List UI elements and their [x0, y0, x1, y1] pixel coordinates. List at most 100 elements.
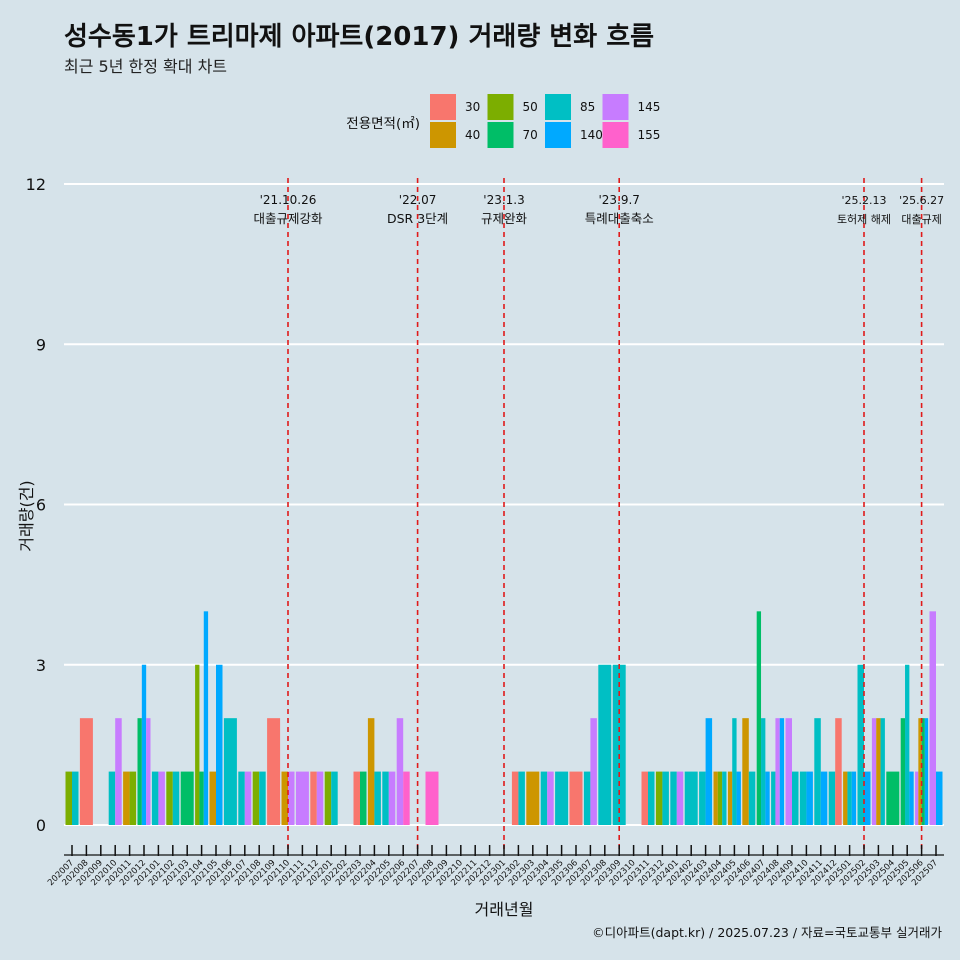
legend-swatch [602, 122, 629, 148]
legend: 전용면적(㎡) 30 40 50 70 85 140 145 155 [346, 94, 660, 148]
bar [223, 718, 237, 825]
legend-swatch [487, 122, 514, 148]
bar [129, 771, 137, 825]
bar [612, 664, 626, 825]
axes: 2020072020082020092020102020112020122021… [17, 480, 944, 919]
bar [281, 771, 288, 825]
bar [403, 771, 410, 825]
bar [72, 771, 79, 825]
y-tick-label: 12 [26, 175, 46, 194]
bar [756, 611, 762, 825]
bar [374, 771, 381, 825]
bar [847, 771, 852, 825]
bar [699, 771, 706, 825]
bar [641, 771, 648, 825]
legend-swatch [430, 94, 456, 120]
bar [590, 718, 597, 825]
event-label: 특례대출축소 [585, 211, 654, 226]
bar [876, 718, 881, 825]
event-label: 대출규제강화 [253, 211, 323, 226]
bar [900, 718, 906, 825]
bar [158, 771, 165, 825]
y-tick-label: 0 [36, 816, 46, 835]
bar [115, 718, 122, 825]
gridlines: 0 3 6 9 12 [26, 175, 944, 835]
event-date: '21.10.26 [260, 193, 317, 207]
bar [295, 771, 309, 825]
bar [209, 771, 216, 825]
bar [662, 771, 669, 825]
bar [921, 718, 925, 825]
chart-subtitle: 최근 5년 한정 확대 차트 [64, 57, 228, 76]
bar [806, 771, 813, 825]
bar [569, 771, 583, 825]
bars [65, 611, 943, 825]
event-label: 대출규제 [901, 213, 941, 226]
bar [828, 771, 836, 825]
legend-label: 155 [638, 128, 661, 142]
bar [172, 771, 180, 825]
bar [648, 771, 655, 825]
bar [151, 771, 159, 825]
bar [843, 771, 848, 825]
bar [555, 771, 569, 825]
bar [388, 771, 396, 825]
y-axis-title: 거래량(건) [17, 480, 36, 551]
bar [717, 771, 723, 825]
bar [146, 718, 151, 825]
bar [929, 611, 936, 825]
bar [864, 771, 871, 825]
bar [353, 771, 360, 825]
bar [676, 771, 684, 825]
legend-swatch [430, 122, 456, 148]
bar [108, 771, 116, 825]
bar [857, 664, 864, 825]
bar [771, 771, 776, 825]
chart-title: 성수동1가 트리마제 아파트(2017) 거래량 변화 흐름 [64, 22, 655, 52]
bar [360, 771, 367, 825]
bar [382, 771, 389, 825]
bar [259, 771, 266, 825]
bar [779, 718, 785, 825]
legend-label: 50 [523, 100, 538, 114]
bar [518, 771, 525, 825]
y-tick-label: 3 [36, 656, 46, 675]
bar [924, 718, 929, 825]
bar [742, 718, 749, 825]
legend-swatch [602, 94, 629, 120]
bar [655, 771, 663, 825]
bar [252, 771, 260, 825]
bar [526, 771, 540, 825]
legend-label: 30 [465, 100, 480, 114]
event-date: '23.9.7 [598, 193, 639, 207]
bar [288, 771, 295, 825]
legend-swatch [545, 94, 571, 120]
source-caption: ©디아파트(dapt.kr) / 2025.07.23 / 자료=국토교통부 실… [592, 925, 942, 940]
event-date: '22.07 [399, 193, 437, 207]
bar [310, 771, 317, 825]
bar [195, 664, 200, 825]
bar [820, 771, 828, 825]
bar [880, 718, 885, 825]
y-tick-label: 9 [36, 335, 46, 354]
bar [936, 771, 943, 825]
bar [244, 771, 252, 825]
legend-label: 40 [465, 128, 480, 142]
bar [367, 718, 375, 825]
bar [785, 718, 792, 825]
legend-label: 85 [580, 100, 595, 114]
bar [761, 718, 766, 825]
bar [547, 771, 554, 825]
bar [598, 664, 612, 825]
event-date: '23.1.3 [483, 193, 524, 207]
bar [166, 771, 173, 825]
bar [684, 771, 698, 825]
bar [799, 771, 807, 825]
bar [851, 771, 857, 825]
legend-label: 70 [523, 128, 538, 142]
event-label: 토허제 해제 [837, 212, 891, 226]
bar [792, 771, 799, 825]
bar [713, 771, 718, 825]
